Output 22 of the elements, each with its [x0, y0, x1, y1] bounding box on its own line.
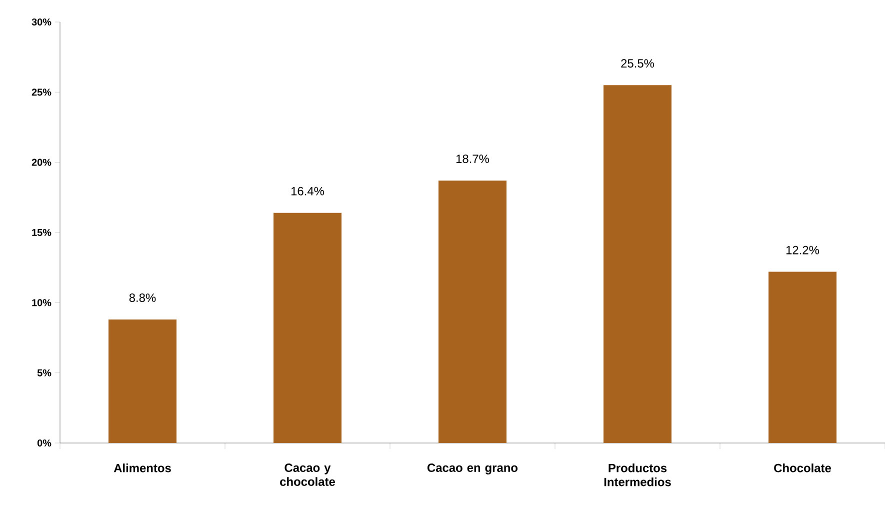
bar — [438, 180, 507, 443]
y-tick-label: 25% — [32, 88, 52, 96]
x-tick-label: Alimentos — [114, 464, 171, 472]
y-tick-label: 5% — [37, 369, 52, 376]
y-tick-label: 30% — [32, 18, 52, 26]
y-tick-label: 15% — [32, 228, 52, 236]
y-tick-label: 20% — [32, 158, 52, 166]
x-tick-label: Productos Intermedios — [604, 464, 671, 486]
bar — [604, 85, 672, 443]
x-tick-label: Cacao en grano — [427, 464, 518, 474]
data-label: 8.8% — [129, 294, 156, 302]
y-tick-label: 10% — [32, 299, 52, 306]
y-tick-label: 0% — [37, 439, 52, 447]
bar — [108, 320, 176, 443]
data-label: 12.2% — [786, 246, 820, 254]
x-tick-label: Cacao y chocolate — [280, 464, 335, 486]
bar — [768, 272, 837, 443]
data-label: 18.7% — [456, 154, 490, 164]
data-label: 25.5% — [621, 59, 654, 68]
data-label: 16.4% — [291, 186, 324, 196]
bar — [274, 212, 342, 443]
x-tick-label: Chocolate — [774, 464, 831, 472]
